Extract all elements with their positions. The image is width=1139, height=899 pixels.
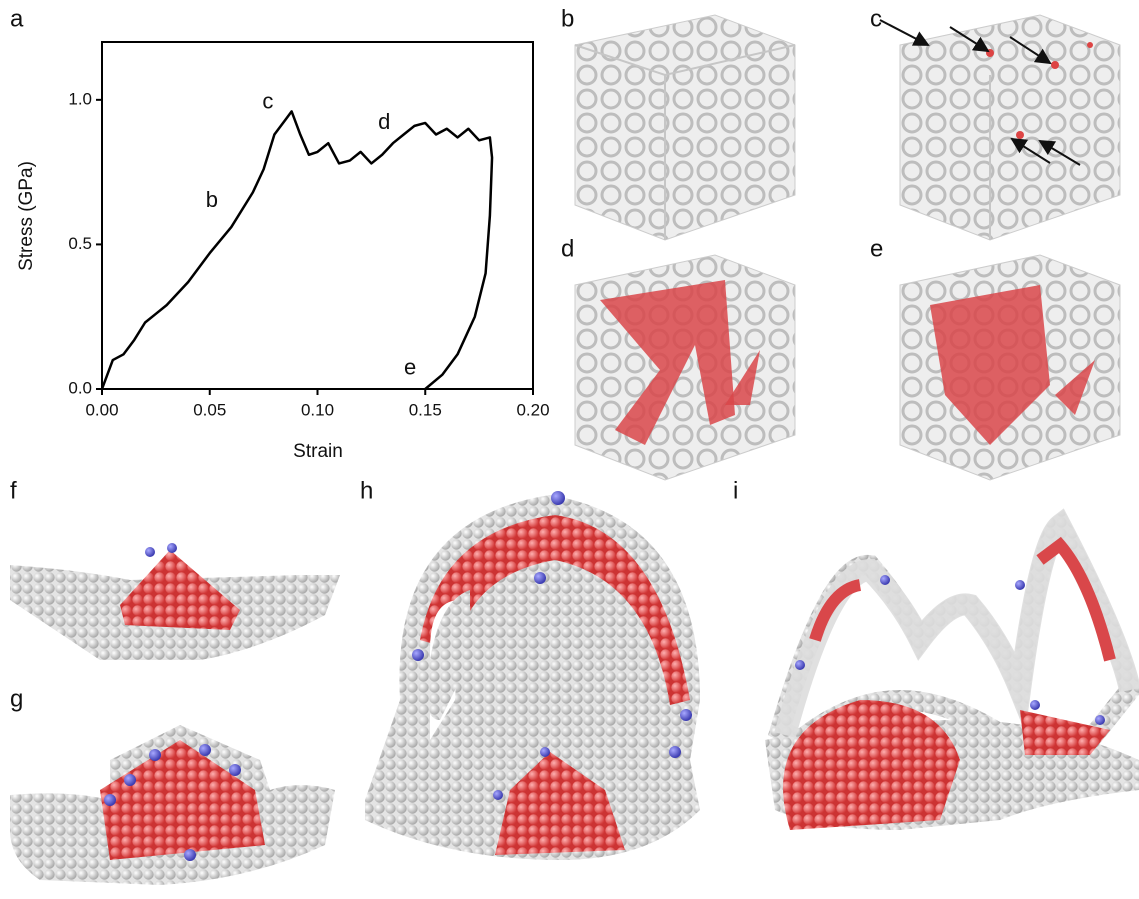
x-tick-label: 0.20 <box>516 400 549 419</box>
stress-curve <box>100 110 494 390</box>
y-tick-label: 1.0 <box>68 89 92 108</box>
panel-label: e <box>870 235 883 262</box>
curve-annotation: b <box>206 187 218 212</box>
y-tick-label: 0.0 <box>68 378 92 397</box>
panel-label: d <box>561 235 574 262</box>
panel-label: i <box>733 477 738 504</box>
atom-images <box>10 491 1139 885</box>
y-tick-label: 0.5 <box>68 234 92 253</box>
cube-e <box>899 254 1121 481</box>
cube-c <box>879 14 1121 241</box>
panel-label: c <box>870 5 882 32</box>
x-tick-label: 0.00 <box>85 400 118 419</box>
y-axis-label: Stress (GPa) <box>16 161 37 271</box>
x-axis-label: Strain <box>293 441 343 462</box>
curve-annotation: d <box>378 109 390 134</box>
panel-label: b <box>561 5 574 32</box>
x-tick-label: 0.15 <box>409 400 442 419</box>
cube-d <box>574 254 796 481</box>
x-tick-label: 0.10 <box>301 400 334 419</box>
stress-strain-plot: Strain Stress (GPa) <box>16 41 534 462</box>
panel-label: h <box>360 477 373 504</box>
cube-b <box>574 14 796 241</box>
curve-annotation: c <box>262 89 273 114</box>
cube-images <box>574 14 1121 481</box>
curve-annotation: e <box>404 355 416 380</box>
x-tick-label: 0.05 <box>193 400 226 419</box>
panel-label: g <box>10 685 23 712</box>
panel-label: f <box>10 477 17 504</box>
plot-frame <box>101 41 534 390</box>
panel-label: a <box>10 5 24 32</box>
